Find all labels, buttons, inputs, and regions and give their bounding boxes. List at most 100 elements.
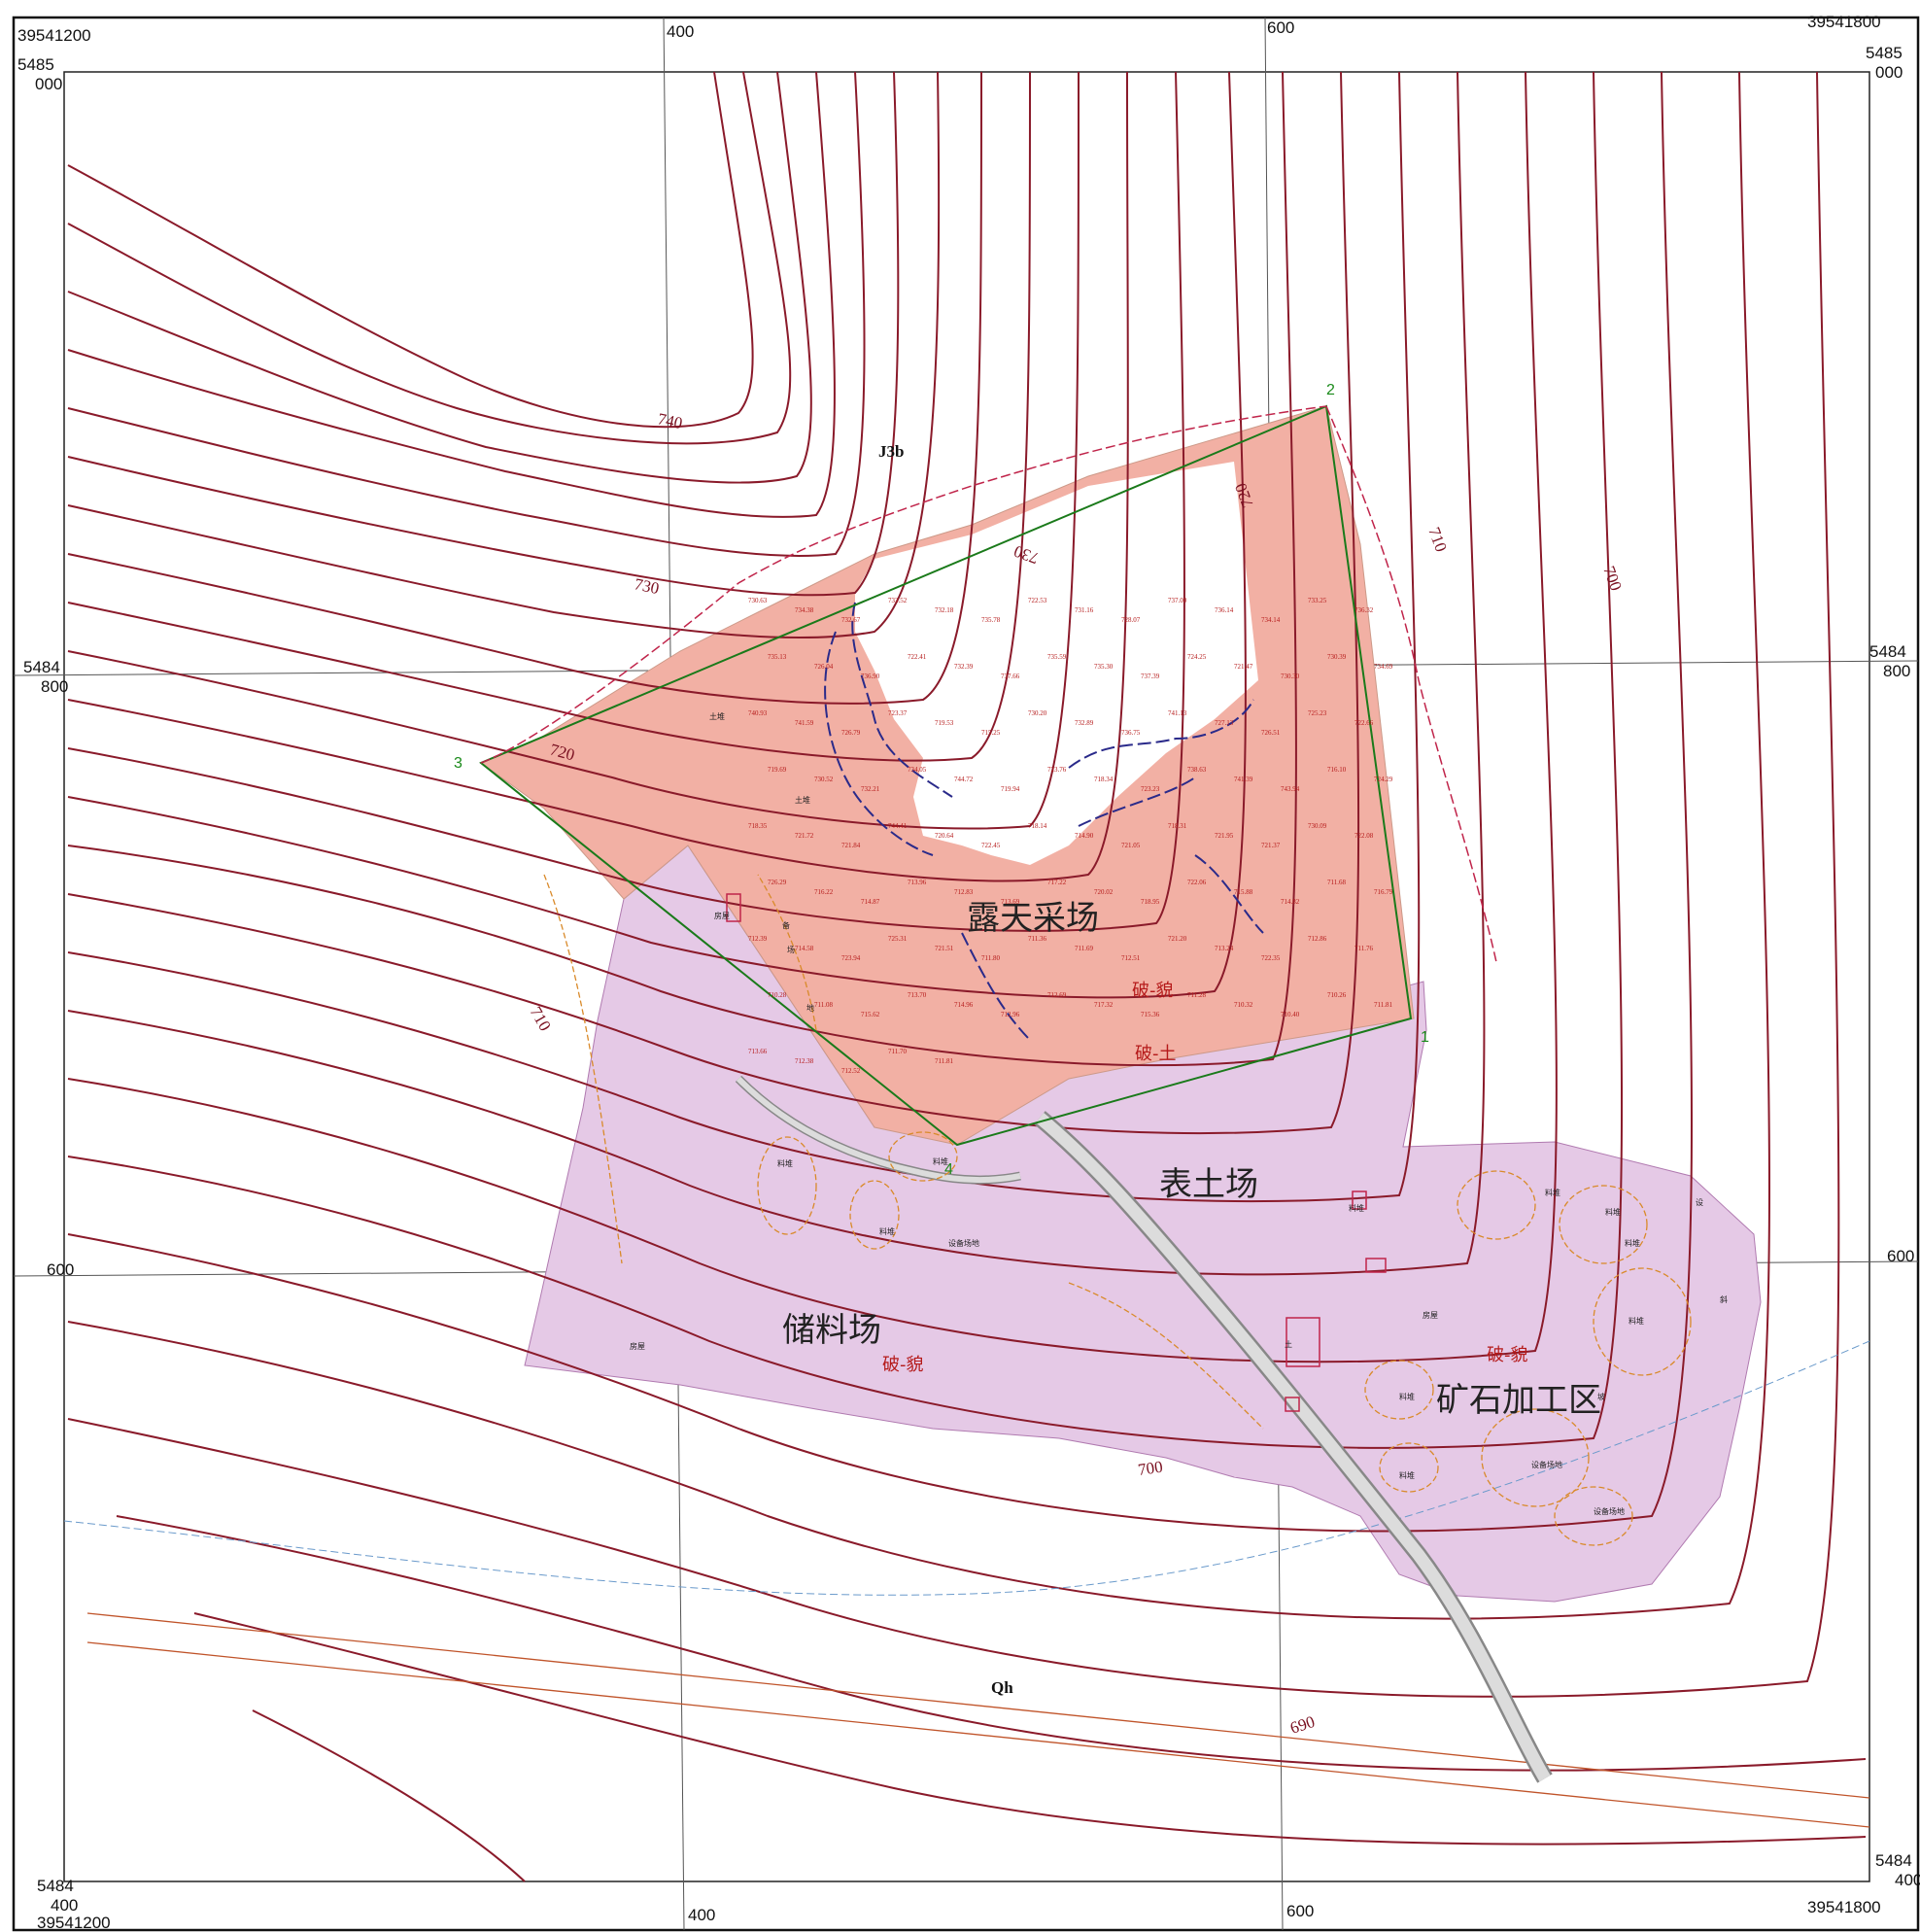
spot-height: 710.40 xyxy=(1281,1011,1300,1018)
spot-height: 732.67 xyxy=(841,616,861,624)
feature-label: 备 xyxy=(782,920,790,930)
spot-height: 721.47 xyxy=(1234,663,1253,671)
spot-height: 716.10 xyxy=(1327,766,1347,774)
spot-height: 713.70 xyxy=(908,991,927,999)
feature-label: 土堆 xyxy=(709,711,725,721)
corner-br-y2: 400 xyxy=(1895,1871,1920,1889)
spot-height: 735.30 xyxy=(1094,663,1114,671)
spot-height: 711.36 xyxy=(1028,935,1046,943)
corner-tl-y1: 5485 xyxy=(17,55,54,74)
vertex-label: 1 xyxy=(1421,1029,1429,1046)
spot-height: 730.20 xyxy=(1028,709,1047,717)
spot-height: 723.23 xyxy=(1141,785,1160,793)
contour-label: 740 xyxy=(656,409,684,432)
tick-left-600: 600 xyxy=(47,1260,74,1279)
spot-height: 744.72 xyxy=(954,776,974,783)
tick-right-5484: 5484 xyxy=(1869,642,1906,661)
feature-label: 料堆 xyxy=(1545,1188,1560,1197)
spot-height: 724.29 xyxy=(1374,776,1393,783)
tick-top-600: 600 xyxy=(1267,18,1294,37)
tick-left-800: 800 xyxy=(41,677,68,696)
spot-height: 722.41 xyxy=(908,653,927,661)
spot-height: 722.06 xyxy=(1187,879,1207,886)
spot-height: 717.32 xyxy=(1094,1001,1114,1009)
spot-height: 743.94 xyxy=(1281,785,1300,793)
corner-tl-y2: 000 xyxy=(35,75,62,93)
spot-height: 723.37 xyxy=(888,709,908,717)
feature-label: 设备场地 xyxy=(1531,1460,1562,1469)
spot-height: 710.28 xyxy=(768,991,787,999)
track-inner xyxy=(736,1076,1021,1184)
spot-height: 714.96 xyxy=(954,1001,974,1009)
feature-label: 设备场地 xyxy=(1594,1506,1625,1516)
tick-right-800: 800 xyxy=(1883,662,1910,680)
spot-height: 716.79 xyxy=(1374,888,1393,896)
spot-height: 717.22 xyxy=(1047,879,1067,886)
spot-height: 722.66 xyxy=(1354,719,1374,727)
spot-height: 737.66 xyxy=(1001,673,1020,680)
spot-height: 731.16 xyxy=(1075,606,1094,614)
spot-height: 718.95 xyxy=(1141,898,1160,906)
spot-height: 728.07 xyxy=(1121,616,1141,624)
spot-height: 721.05 xyxy=(1121,842,1141,849)
feature-label: 料堆 xyxy=(1399,1470,1415,1480)
spot-height: 719.69 xyxy=(768,766,787,774)
spot-height: 727.13 xyxy=(1215,719,1234,727)
terrain-features xyxy=(543,874,1692,1546)
spot-height: 732.39 xyxy=(954,663,974,671)
spot-height: 710.26 xyxy=(1327,991,1347,999)
spot-height: 730.09 xyxy=(1308,822,1327,830)
spot-height: 741.59 xyxy=(795,719,814,727)
spot-height: 721.37 xyxy=(1261,842,1281,849)
feature-label: 料堆 xyxy=(1349,1203,1364,1213)
pit-benches xyxy=(824,602,1264,1041)
spot-height: 711.28 xyxy=(1187,991,1206,999)
spot-height: 725.31 xyxy=(888,935,908,943)
corner-bl-y2: 400 xyxy=(51,1896,78,1915)
spot-height: 726.29 xyxy=(768,879,787,886)
spot-height: 722.53 xyxy=(1028,597,1047,604)
spot-height: 711.81 xyxy=(935,1057,953,1065)
feature-label: 场 xyxy=(787,946,795,954)
spot-height: 712.69 xyxy=(1047,991,1067,999)
spot-height: 722.45 xyxy=(981,842,1001,849)
spot-height: 713.96 xyxy=(908,879,927,886)
spot-height: 711.68 xyxy=(1327,879,1346,886)
spot-height: 712.39 xyxy=(748,935,768,943)
disturbance-boundary xyxy=(480,405,1497,963)
spot-height: 711.70 xyxy=(888,1048,907,1055)
feature-label: 料堆 xyxy=(879,1226,895,1236)
corner-bl-y1: 5484 xyxy=(37,1877,74,1895)
spot-height: 732.21 xyxy=(861,785,880,793)
spot-height: 736.75 xyxy=(1121,729,1141,737)
feature-label: 料堆 xyxy=(1629,1316,1644,1326)
tick-bottom-600: 600 xyxy=(1286,1902,1314,1920)
spot-height: 735.59 xyxy=(1047,653,1067,661)
feature-label: 料堆 xyxy=(1399,1392,1415,1401)
contour-label: 710 xyxy=(1424,525,1451,554)
geology-label-qh: Qh xyxy=(991,1678,1013,1697)
contour-label: 700 xyxy=(1599,564,1626,593)
corner-tr-x: 39541800 xyxy=(1807,13,1881,31)
spot-height: 718.35 xyxy=(748,822,768,830)
feature-label: 料堆 xyxy=(1605,1207,1621,1217)
spot-height: 714.82 xyxy=(1281,898,1300,906)
spot-height: 719.53 xyxy=(935,719,954,727)
contour-lines xyxy=(67,71,1867,1882)
contour-label: 700 xyxy=(1137,1458,1164,1479)
spot-height: 715.36 xyxy=(1141,1011,1160,1018)
spot-height: 713.69 xyxy=(1001,898,1020,906)
house-markers xyxy=(726,893,1387,1412)
spot-height: 718.31 xyxy=(1168,822,1187,830)
tick-top-400: 400 xyxy=(667,22,694,41)
spot-height: 710.32 xyxy=(1234,1001,1253,1009)
spot-height: 721.84 xyxy=(841,842,861,849)
spot-height: 736.14 xyxy=(1215,606,1234,614)
damage-label-pit-2: 破-土 xyxy=(1135,1044,1177,1064)
road-inner xyxy=(1035,1113,1551,1782)
spot-height: 737.00 xyxy=(1168,597,1187,604)
spot-height: 711.08 xyxy=(814,1001,833,1009)
spot-height: 713.66 xyxy=(748,1048,768,1055)
tick-left-5484: 5484 xyxy=(23,658,60,676)
